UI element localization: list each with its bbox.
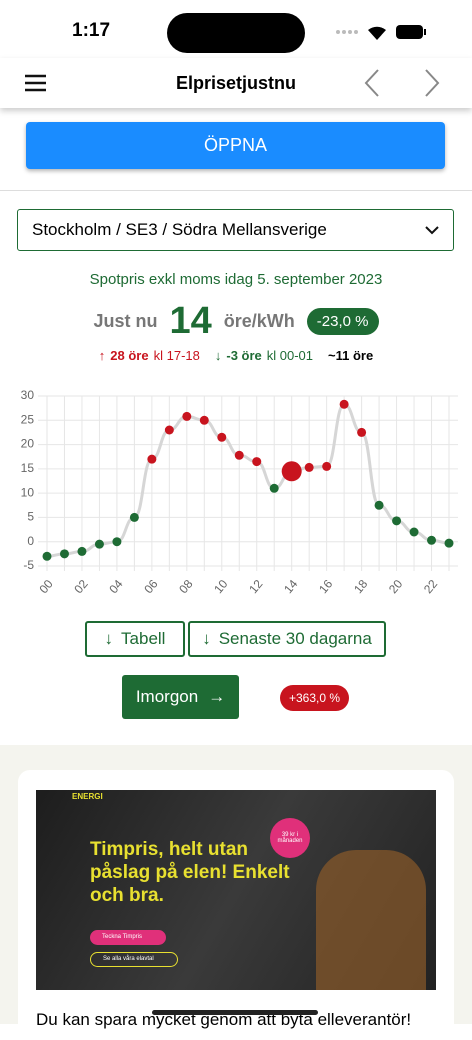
avg-value: ~11 öre bbox=[328, 348, 374, 363]
y-tick-label: 10 bbox=[21, 485, 35, 499]
nav-arrows[interactable] bbox=[360, 68, 450, 98]
x-tick-label: 18 bbox=[351, 577, 371, 596]
price-point bbox=[217, 432, 227, 442]
ad-person bbox=[316, 850, 426, 990]
down-arrow: ↓ bbox=[214, 348, 222, 363]
x-tick-label: 16 bbox=[316, 577, 336, 596]
last30-button[interactable]: ↓ Senaste 30 dagarna bbox=[188, 621, 386, 657]
price-point bbox=[409, 527, 419, 537]
tomorrow-label: Imorgon bbox=[135, 687, 199, 706]
price-point bbox=[269, 483, 279, 493]
high-value: 28 öre bbox=[110, 348, 149, 363]
menu-icon[interactable] bbox=[25, 74, 47, 92]
now-unit: öre/kWh bbox=[223, 311, 295, 331]
current-point bbox=[281, 461, 302, 482]
price-point bbox=[234, 450, 244, 460]
price-point bbox=[182, 411, 192, 421]
price-point bbox=[147, 454, 157, 464]
price-point bbox=[112, 537, 122, 547]
x-tick-label: 04 bbox=[106, 577, 126, 596]
x-tick-label: 12 bbox=[246, 577, 266, 596]
price-chart: -5 0 5 10 15 20 25 30 00 02 04 06 08 10 12 14 16 18 20 22 bbox=[21, 388, 458, 596]
high-time: kl 17-18 bbox=[153, 348, 200, 363]
table-button[interactable]: ↓ Tabell bbox=[85, 621, 185, 657]
x-tick-label: 08 bbox=[176, 577, 196, 596]
x-tick-label: 22 bbox=[421, 577, 441, 596]
x-tick-label: 00 bbox=[36, 577, 56, 596]
stats-row: ↑ 28 öre kl 17-18 ↓ -3 öre kl 00-01 ~11 öre bbox=[0, 348, 472, 363]
price-point bbox=[42, 551, 52, 561]
region-text: Stockholm / SE3 / Södra Mellansverige bbox=[32, 220, 327, 239]
now-value: 14 bbox=[169, 300, 212, 342]
price-point bbox=[129, 512, 139, 522]
ad-card[interactable]: ENERGI Timpris, helt utan påslag på elen… bbox=[18, 770, 454, 1040]
low-time: kl 00-01 bbox=[266, 348, 314, 363]
tomorrow-button[interactable]: Imorgon → bbox=[122, 675, 239, 719]
status-time: 1:17 bbox=[72, 20, 111, 41]
nav-bar: Elprisetjustnu bbox=[0, 58, 472, 108]
y-tick-label: 5 bbox=[27, 510, 34, 524]
y-tick-label: 15 bbox=[21, 461, 35, 475]
home-indicator bbox=[152, 1010, 318, 1015]
x-tick-label: 14 bbox=[281, 577, 301, 596]
ad-badge: 39 kr i månaden bbox=[270, 818, 310, 858]
dynamic-island bbox=[167, 13, 305, 53]
x-tick-label: 06 bbox=[141, 577, 161, 596]
price-line bbox=[46, 402, 450, 558]
y-tick-label: 0 bbox=[27, 534, 34, 548]
price-point bbox=[304, 462, 314, 472]
price-point bbox=[164, 425, 174, 435]
now-label: Just nu bbox=[93, 311, 158, 331]
up-arrow: ↑ bbox=[98, 348, 106, 363]
table-label: Tabell bbox=[121, 629, 166, 648]
x-tick-label: 10 bbox=[211, 577, 231, 596]
price-point bbox=[357, 427, 367, 437]
ad-cta: Teckna Timpris bbox=[90, 930, 166, 945]
y-tick-label: 30 bbox=[21, 388, 35, 402]
last30-label: Senaste 30 dagarna bbox=[218, 629, 372, 648]
x-tick-label: 20 bbox=[386, 577, 406, 596]
status-icons bbox=[336, 25, 426, 40]
price-point bbox=[59, 549, 69, 559]
ad-image: ENERGI Timpris, helt utan påslag på elen… bbox=[36, 790, 436, 990]
open-button[interactable]: ÖPPNA bbox=[26, 122, 445, 169]
y-tick-label: -5 bbox=[23, 558, 34, 572]
nav-title: Elprisetjustnu bbox=[175, 73, 296, 93]
now-row: Just nu 14 öre/kWh -23,0 % bbox=[0, 300, 472, 343]
ad-brand: ENERGI bbox=[72, 792, 103, 801]
region-select[interactable]: Stockholm / SE3 / Södra Mellansverige bbox=[17, 209, 454, 251]
price-point bbox=[392, 516, 402, 526]
price-point bbox=[427, 535, 437, 545]
price-point bbox=[77, 546, 87, 556]
price-point bbox=[322, 461, 332, 471]
divider bbox=[0, 190, 472, 191]
y-tick-label: 25 bbox=[21, 412, 35, 426]
chevron bbox=[425, 226, 439, 235]
summary-heading: Spotpris exkl moms idag 5. september 202… bbox=[89, 271, 383, 288]
tomorrow-change: +363,0 % bbox=[280, 685, 349, 711]
price-point bbox=[199, 415, 209, 425]
price-point bbox=[374, 500, 384, 510]
ad-headline: Timpris, helt utan påslag på elen! Enkel… bbox=[90, 839, 290, 906]
x-tick-label: 02 bbox=[71, 577, 91, 596]
price-point bbox=[94, 539, 104, 549]
change-badge: -23,0 % bbox=[306, 308, 379, 335]
price-point bbox=[339, 399, 349, 409]
price-point bbox=[444, 538, 454, 548]
y-tick-label: 20 bbox=[21, 437, 35, 451]
ad-section: ENERGI Timpris, helt utan påslag på elen… bbox=[0, 745, 472, 1040]
ad-link: Se alla våra elavtal bbox=[90, 952, 178, 967]
price-point bbox=[252, 457, 262, 467]
low-value: -3 öre bbox=[226, 348, 262, 363]
